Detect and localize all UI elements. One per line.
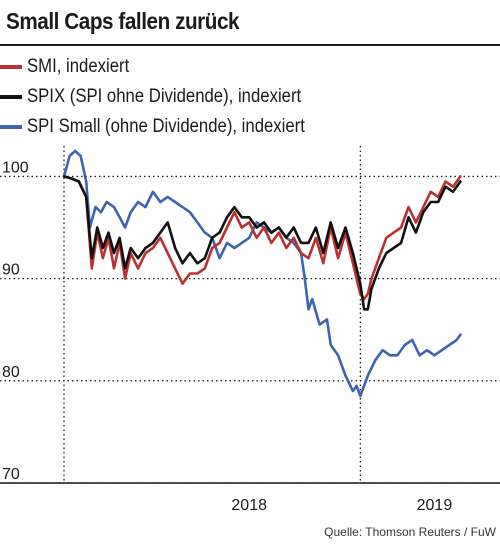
source-note: Quelle: Thomson Reuters / FuW bbox=[324, 525, 496, 539]
legend: SMI, indexiert SPIX (SPI ohne Dividende)… bbox=[0, 52, 500, 142]
y-tick-label-90: 90 bbox=[2, 262, 20, 279]
y-tick-label-80: 80 bbox=[2, 364, 20, 381]
legend-swatch-spi-small bbox=[0, 125, 22, 129]
legend-swatch-smi bbox=[0, 65, 22, 69]
x-tick-label-2018: 2018 bbox=[231, 497, 267, 514]
chart-title: Small Caps fallen zurück bbox=[6, 8, 240, 34]
legend-label-spix: SPIX (SPI ohne Dividende), indexiert bbox=[27, 86, 302, 107]
x-tick-label-2019: 2019 bbox=[417, 497, 453, 514]
legend-item-spix: SPIX (SPI ohne Dividende), indexiert bbox=[0, 82, 500, 112]
legend-label-spi-small: SPI Small (ohne Dividende), indexiert bbox=[27, 116, 305, 137]
series-line-spix bbox=[62, 175, 462, 311]
legend-label-smi: SMI, indexiert bbox=[27, 56, 130, 77]
y-tick-label-100: 100 bbox=[2, 159, 29, 176]
title-rule bbox=[0, 44, 500, 46]
y-tick-label-70: 70 bbox=[2, 466, 20, 483]
legend-item-smi: SMI, indexiert bbox=[0, 52, 500, 82]
legend-item-spi-small: SPI Small (ohne Dividende), indexiert bbox=[0, 112, 500, 142]
legend-swatch-spix bbox=[0, 95, 22, 99]
series-line-smi bbox=[62, 175, 462, 301]
